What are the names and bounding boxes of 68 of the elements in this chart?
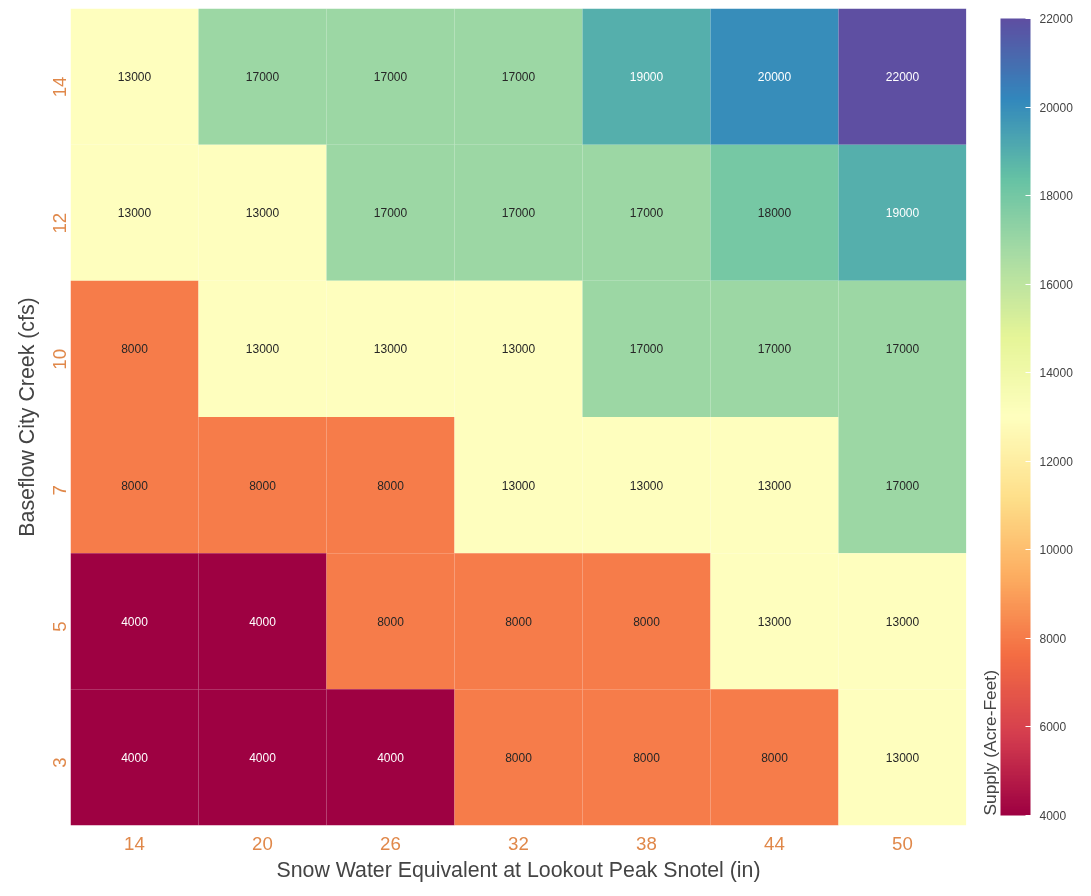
data-label: 13000 (501, 342, 536, 357)
color-bar-label: 10000 (1039, 543, 1074, 558)
data-label: 19000 (629, 70, 664, 85)
x-tick-label: 50 (892, 832, 913, 854)
data-label: 18000 (757, 206, 792, 221)
data-label: 17000 (373, 70, 408, 85)
color-bar-label: 12000 (1039, 454, 1074, 469)
data-label: 8000 (633, 750, 661, 765)
data-label: 17000 (885, 342, 920, 357)
data-label: 17000 (501, 70, 536, 85)
data-label: 8000 (377, 614, 405, 629)
color-bar-label: 8000 (1039, 631, 1067, 646)
data-label: 4000 (121, 750, 149, 765)
data-label: 13000 (629, 478, 664, 493)
data-label: 13000 (245, 342, 280, 357)
x-tick-label: 14 (124, 832, 145, 854)
data-label: 8000 (505, 614, 533, 629)
data-label: 13000 (501, 478, 536, 493)
color-bar-title: Supply (Acre-Feet) (979, 670, 1000, 816)
color-bar-label: 16000 (1039, 277, 1074, 292)
y-tick-label: 12 (49, 212, 70, 234)
x-tick-label: 20 (252, 832, 273, 854)
color-bar-label: 22000 (1039, 12, 1074, 26)
data-label: 8000 (761, 750, 789, 765)
data-label: 17000 (245, 70, 280, 85)
data-label: 19000 (885, 206, 920, 221)
color-bar-label: 4000 (1039, 809, 1067, 823)
data-label: 8000 (377, 478, 405, 493)
x-axis-title: Snow Water Equivalent at Lookout Peak Snotel (in) (276, 857, 761, 882)
x-tick-label: 26 (380, 832, 401, 854)
data-label: 17000 (629, 342, 664, 357)
color-bar-label: 18000 (1039, 189, 1074, 204)
data-label: 17000 (885, 478, 920, 493)
data-label: 4000 (249, 614, 277, 629)
data-label: 8000 (505, 750, 533, 765)
data-label: 8000 (121, 342, 149, 357)
data-label: 8000 (249, 478, 277, 493)
data-label: 13000 (885, 614, 920, 629)
data-label: 17000 (373, 206, 408, 221)
y-tick-label: 10 (49, 348, 70, 370)
data-label: 8000 (121, 478, 149, 493)
data-label: 17000 (757, 342, 792, 357)
data-label: 13000 (117, 70, 152, 85)
y-tick-label: 3 (49, 757, 70, 768)
data-label: 4000 (121, 614, 149, 629)
data-label: 13000 (117, 206, 152, 221)
x-tick-label: 44 (764, 832, 785, 854)
data-label: 8000 (633, 614, 661, 629)
data-label: 17000 (501, 206, 536, 221)
y-tick-label: 7 (49, 485, 70, 496)
data-label: 13000 (757, 614, 792, 629)
x-tick-label: 32 (508, 832, 529, 854)
data-label: 4000 (377, 750, 405, 765)
y-tick-label: 5 (49, 621, 70, 632)
data-label: 13000 (885, 750, 920, 765)
data-label: 22000 (885, 70, 920, 85)
data-label: 13000 (373, 342, 408, 357)
data-label: 17000 (629, 206, 664, 221)
y-tick-label: 14 (49, 76, 70, 98)
color-bar-label: 20000 (1039, 100, 1074, 115)
data-label: 13000 (245, 206, 280, 221)
data-label: 4000 (249, 750, 277, 765)
x-tick-label: 38 (636, 832, 657, 854)
data-label: 20000 (757, 70, 792, 85)
color-bar-label: 14000 (1039, 366, 1074, 381)
data-label: 13000 (757, 478, 792, 493)
color-bar-label: 6000 (1039, 720, 1067, 735)
y-axis-title: Baseflow City Creek (cfs) (14, 297, 39, 537)
